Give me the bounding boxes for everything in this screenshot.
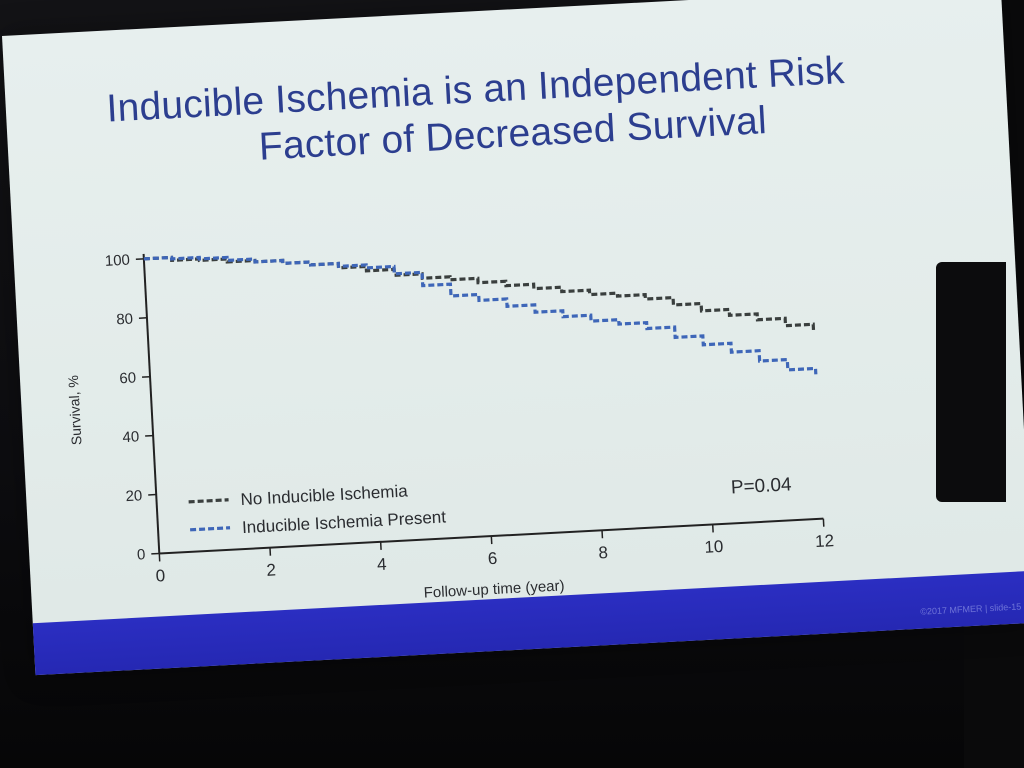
projector-tab	[936, 262, 1006, 502]
footer-text: ©2017 MFMER | slide-15	[920, 601, 1022, 617]
p-value-annotation: P=0.04	[730, 474, 792, 498]
y-tick-label-0: 0	[137, 546, 146, 563]
y-tick-label-60: 60	[119, 369, 137, 387]
x-tick-label-12: 12	[815, 531, 835, 551]
y-tick-label-20: 20	[125, 487, 143, 505]
x-tick-label-10: 10	[704, 537, 724, 557]
legend-swatch-0	[188, 498, 229, 504]
legend-swatch-1	[190, 526, 231, 532]
x-tick-label-2: 2	[266, 560, 276, 579]
x-tick-label-4: 4	[377, 555, 387, 574]
legend-label-1: Inducible Ischemia Present	[242, 507, 447, 537]
y-axis-line	[142, 253, 161, 554]
y-tick-label-40: 40	[122, 428, 140, 446]
x-tick-label-6: 6	[487, 549, 497, 568]
series-line-inducible-ischemia-present	[143, 255, 818, 375]
y-tick-label-100: 100	[104, 252, 130, 270]
legend-label-0: No Inducible Ischemia	[240, 481, 409, 509]
slide-title: Inducible Ischemia is an Independent Ris…	[25, 44, 929, 183]
slide: Inducible Ischemia is an Independent Ris…	[2, 0, 1024, 676]
x-tick-label-0: 0	[155, 566, 165, 585]
y-tick-label-80: 80	[116, 311, 134, 329]
y-axis-label: Survival, %	[65, 375, 85, 446]
x-tick-label-8: 8	[598, 543, 608, 562]
